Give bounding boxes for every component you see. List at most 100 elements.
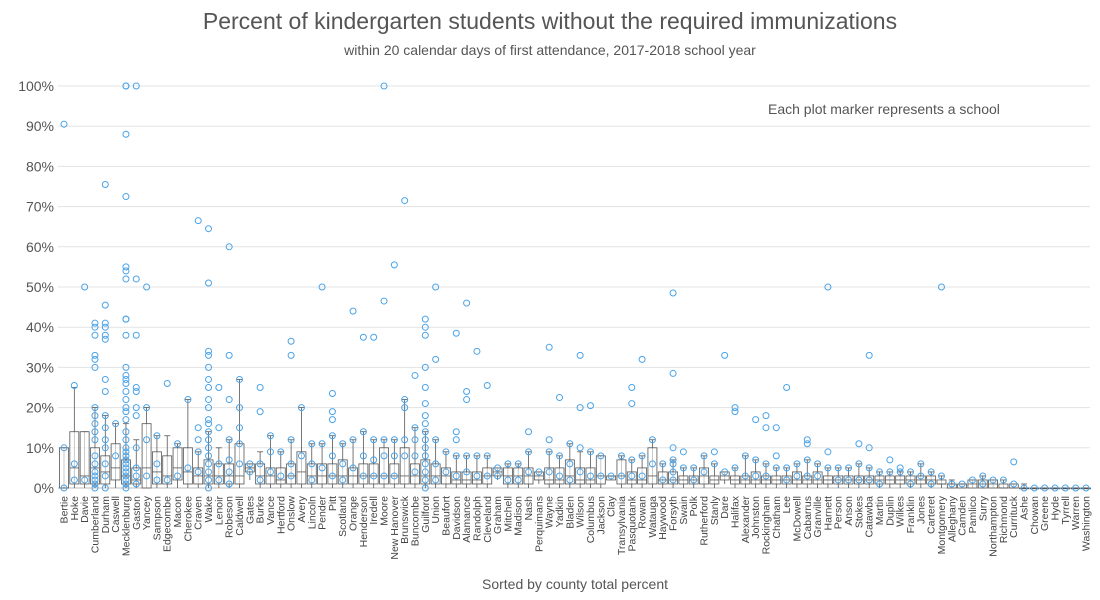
school-marker	[576, 444, 584, 452]
box-iredell	[368, 333, 379, 488]
box-greene	[1039, 484, 1050, 492]
school-marker	[380, 452, 388, 460]
x-category-label: Macon	[172, 496, 184, 528]
school-marker	[60, 484, 68, 492]
box-macon	[172, 440, 183, 488]
box	[430, 463, 441, 485]
school-marker	[432, 476, 440, 484]
school-marker	[370, 456, 378, 464]
x-category-label: Wake	[203, 496, 215, 523]
school-marker	[101, 319, 109, 327]
school-marker	[896, 468, 904, 476]
x-category-label: Rutherford	[699, 496, 711, 546]
box-buncombe	[410, 371, 420, 488]
chart-subtitle: within 20 calendar days of first attenda…	[344, 42, 756, 58]
school-marker	[132, 388, 140, 396]
school-marker	[566, 460, 574, 468]
x-category-label: Pitt	[327, 496, 339, 511]
school-marker	[576, 351, 584, 359]
box	[379, 447, 389, 485]
school-marker	[948, 480, 956, 488]
school-marker	[731, 404, 739, 412]
school-marker	[153, 460, 161, 468]
box	[554, 467, 565, 485]
x-category-label: Catawba	[864, 496, 876, 538]
x-category-label: Madison	[513, 496, 525, 536]
box-forsyth	[668, 289, 678, 488]
school-marker	[432, 460, 440, 468]
box	[213, 463, 224, 485]
box	[203, 459, 214, 485]
y-tick-label: 10%	[26, 440, 54, 456]
box	[79, 431, 90, 485]
school-marker	[194, 217, 202, 225]
box	[286, 463, 297, 485]
school-marker	[205, 416, 213, 424]
box-orange	[348, 307, 358, 488]
x-category-label: Granville	[812, 496, 824, 538]
box-dare	[719, 351, 730, 484]
school-marker	[741, 472, 749, 480]
school-marker	[91, 363, 99, 371]
school-marker	[266, 432, 274, 440]
school-marker	[205, 363, 213, 371]
x-category-label: Anson	[843, 496, 855, 526]
box-alamance	[461, 299, 472, 488]
school-marker	[297, 452, 305, 460]
x-category-label: Chowan	[1029, 496, 1041, 535]
box-surry	[977, 472, 988, 489]
school-marker	[101, 323, 109, 331]
school-marker	[865, 351, 873, 359]
school-marker	[91, 323, 99, 331]
box-hertford	[275, 448, 286, 488]
box	[100, 455, 111, 485]
school-marker	[556, 452, 564, 460]
school-marker	[297, 404, 305, 412]
x-category-label: Pamlico	[967, 496, 979, 534]
school-marker	[246, 468, 254, 476]
school-marker	[60, 120, 68, 128]
school-marker	[483, 381, 491, 389]
box-jackson	[595, 452, 606, 488]
box	[389, 463, 400, 485]
school-marker	[421, 323, 429, 331]
school-marker	[783, 464, 791, 472]
box	[110, 443, 121, 481]
box-stanly	[709, 448, 720, 488]
school-marker	[318, 440, 326, 448]
x-category-label: Davie	[79, 496, 91, 523]
x-axis-title: Sorted by county total percent	[482, 576, 668, 592]
school-marker	[783, 384, 791, 391]
school-marker	[101, 436, 109, 444]
school-marker	[390, 472, 398, 480]
box-rutherford	[699, 452, 709, 488]
school-marker	[617, 472, 625, 480]
box-bladen	[564, 440, 575, 488]
school-marker	[70, 381, 78, 389]
school-marker	[122, 408, 130, 416]
school-marker	[421, 400, 429, 408]
school-marker	[752, 416, 760, 424]
box-hoke	[69, 381, 80, 488]
x-category-label: Swain	[678, 496, 690, 525]
school-marker	[225, 468, 233, 476]
box	[461, 471, 472, 485]
box-martin	[874, 468, 885, 488]
school-marker	[803, 472, 811, 480]
school-marker	[390, 261, 398, 269]
x-category-label: Buncombe	[409, 496, 421, 546]
school-marker	[112, 452, 120, 460]
school-marker	[101, 331, 109, 339]
school-marker	[566, 476, 574, 484]
box-perquimans	[533, 468, 544, 484]
school-marker	[122, 480, 130, 488]
box-cumberland	[90, 319, 100, 492]
school-marker	[463, 468, 471, 476]
school-marker	[989, 476, 997, 484]
school-marker	[411, 468, 419, 476]
school-marker	[659, 460, 667, 468]
x-category-label: Cumberland	[89, 496, 101, 553]
school-marker	[535, 468, 543, 476]
box	[564, 459, 575, 485]
school-marker	[824, 283, 832, 291]
